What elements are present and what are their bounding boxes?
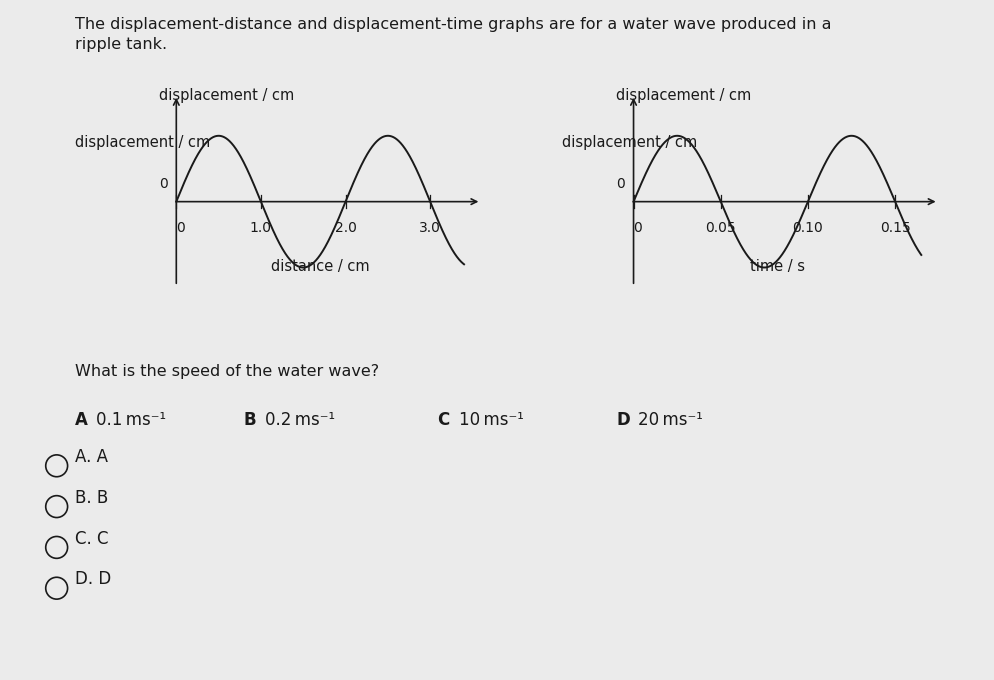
Text: A: A <box>75 411 87 429</box>
Text: 3.0: 3.0 <box>419 221 441 235</box>
Text: C. C: C. C <box>75 530 108 547</box>
Text: 0: 0 <box>616 177 625 191</box>
Text: 0.1 ms⁻¹: 0.1 ms⁻¹ <box>96 411 167 429</box>
Text: 0.05: 0.05 <box>706 221 736 235</box>
Text: D: D <box>616 411 630 429</box>
Text: displacement / cm: displacement / cm <box>159 88 294 103</box>
Text: 10 ms⁻¹: 10 ms⁻¹ <box>459 411 524 429</box>
Text: A. A: A. A <box>75 448 107 466</box>
Text: 0.2 ms⁻¹: 0.2 ms⁻¹ <box>265 411 336 429</box>
Text: B: B <box>244 411 256 429</box>
Text: displacement / cm: displacement / cm <box>75 135 210 150</box>
Text: D. D: D. D <box>75 571 110 588</box>
Text: ripple tank.: ripple tank. <box>75 37 167 52</box>
Text: displacement / cm: displacement / cm <box>616 88 751 103</box>
Text: distance / cm: distance / cm <box>270 260 370 275</box>
Text: What is the speed of the water wave?: What is the speed of the water wave? <box>75 364 379 379</box>
Text: 0.10: 0.10 <box>792 221 823 235</box>
Text: 2.0: 2.0 <box>335 221 357 235</box>
Text: 1.0: 1.0 <box>249 221 272 235</box>
Text: B. B: B. B <box>75 489 107 507</box>
Text: 0: 0 <box>633 221 642 235</box>
Text: 0: 0 <box>176 221 185 235</box>
Text: 20 ms⁻¹: 20 ms⁻¹ <box>638 411 703 429</box>
Text: 0: 0 <box>159 177 168 191</box>
Text: C: C <box>437 411 449 429</box>
Text: time / s: time / s <box>749 260 805 275</box>
Text: displacement / cm: displacement / cm <box>562 135 697 150</box>
Text: The displacement-distance and displacement-time graphs are for a water wave prod: The displacement-distance and displaceme… <box>75 17 831 32</box>
Text: 0.15: 0.15 <box>880 221 911 235</box>
